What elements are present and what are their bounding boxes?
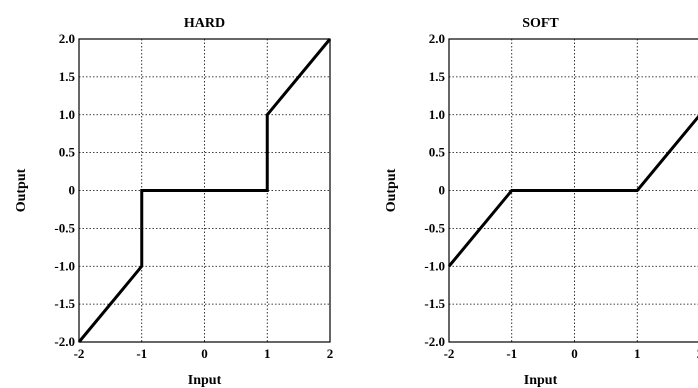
chart-panel-2: -2 -1 0 1 2 2.0 1.5 1.0 0.5 0 -0.5 -1.0 -1.5 -2.0 SOFT… (384, 16, 698, 388)
chart-panel-1: -2 -1 0 1 2 2.0 1.5 1.0 0.5 0 -0.5 -1.0 -1.5 -2.0 HARD… (14, 16, 333, 388)
x-tick-label: 1 (264, 346, 271, 361)
y-tick-label: -1.5 (424, 296, 445, 311)
y-tick-label: 2.0 (429, 31, 445, 46)
y-tick-label: -0.5 (424, 220, 445, 235)
y-tick-label: 1.5 (59, 69, 76, 84)
y-axis-label: Output (14, 168, 29, 212)
y-tick-label: 0 (69, 183, 76, 198)
series-line-1 (77, 38, 332, 343)
y-tick-label: -0.5 (54, 220, 75, 235)
y-tick-label: 0.5 (59, 145, 76, 160)
y-tick-label: -1.0 (54, 258, 75, 273)
x-tick-label: -1 (136, 346, 147, 361)
x-tick-label: 2 (697, 346, 698, 361)
x-tick-label: -1 (506, 346, 517, 361)
y-tick-label: -2.0 (54, 334, 75, 349)
x-tick-label: -2 (444, 346, 455, 361)
y-tick-label: 2.0 (59, 31, 75, 46)
chart-title: SOFT (522, 16, 559, 31)
y-tick-label: -1.0 (424, 258, 445, 273)
y-tick-label: 0.5 (429, 145, 446, 160)
y-tick-label: 1.0 (59, 107, 75, 122)
x-axis-label: Input (188, 373, 222, 388)
y-tick-label: 1.5 (429, 69, 446, 84)
plot-frame (448, 38, 698, 343)
y-axis-label: Output (384, 168, 399, 212)
y-tick-label: 0 (439, 183, 446, 198)
x-tick-label: 1 (634, 346, 641, 361)
y-tick-label: -1.5 (54, 296, 75, 311)
y-tick-label: -2.0 (424, 334, 445, 349)
x-tick-label: 2 (327, 346, 334, 361)
plot-frame (78, 38, 331, 343)
series-line-1 (447, 114, 698, 268)
x-tick-label: -2 (74, 346, 85, 361)
x-axis-label: Input (524, 373, 558, 388)
x-tick-label: 0 (201, 346, 208, 361)
y-tick-label: 1.0 (429, 107, 445, 122)
x-tick-label: 0 (571, 346, 578, 361)
chart-title: HARD (184, 16, 225, 31)
